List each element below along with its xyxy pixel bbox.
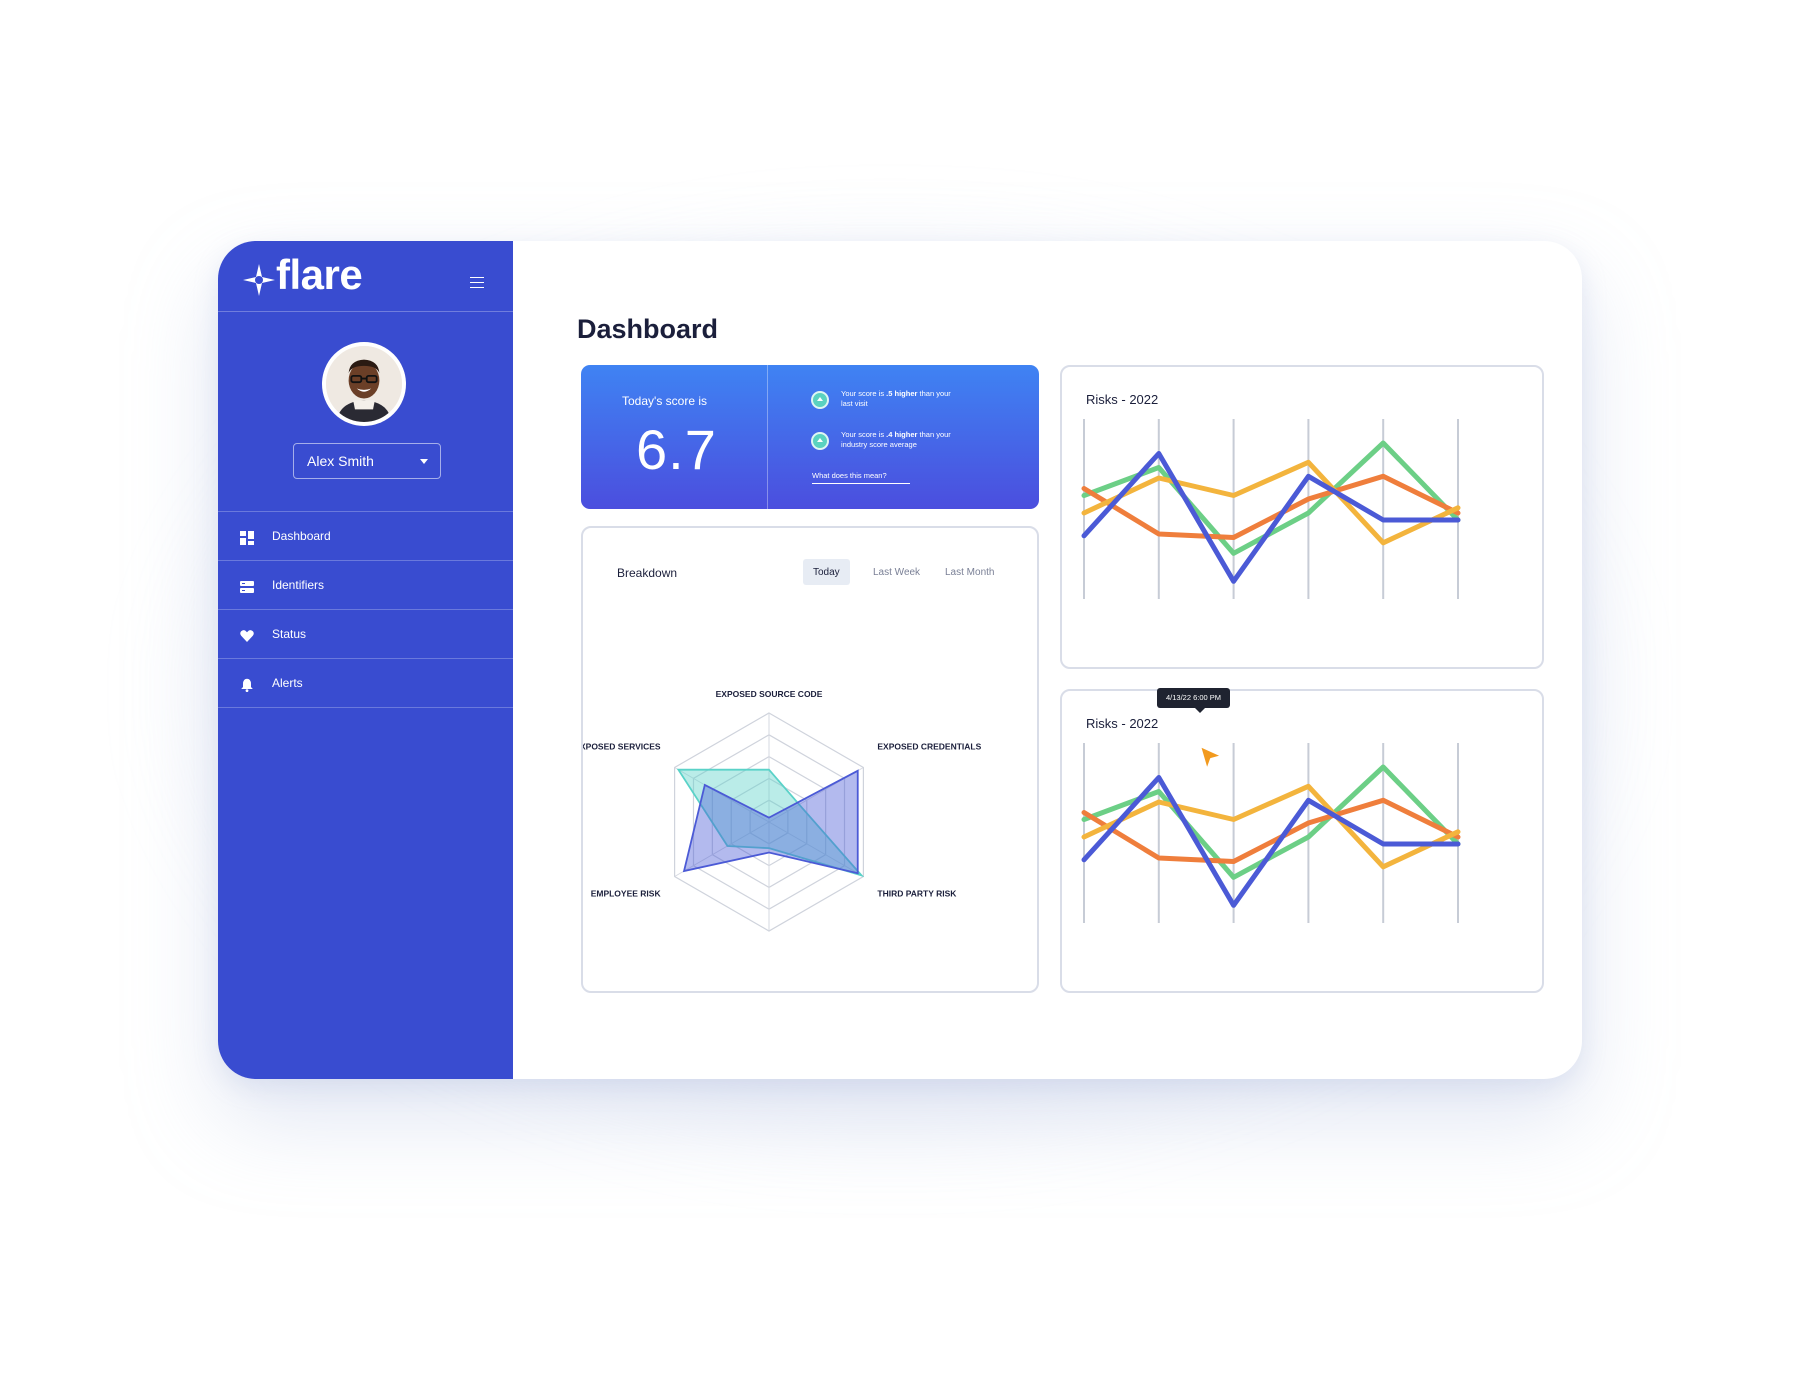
insight-text-bold: .5 higher <box>886 389 918 398</box>
chevron-down-icon <box>420 459 428 464</box>
sidebar-item-status[interactable]: Status <box>218 610 513 659</box>
sidebar-item-label: Status <box>272 627 307 641</box>
insight-text-suffix: than your last visit <box>841 389 951 408</box>
line-series-green <box>1081 440 1461 556</box>
arrow-up-icon <box>811 391 829 409</box>
sidebar-item-label: Alerts <box>272 676 303 690</box>
risks-chart-title: Risks - 2022 <box>1086 392 1159 407</box>
identifiers-icon <box>240 581 254 593</box>
score-label: Today's score is <box>622 394 707 408</box>
sidebar-item-dashboard[interactable]: Dashboard <box>218 512 513 561</box>
radar-axis-label: EXPOSED SOURCE CODE <box>716 689 823 699</box>
radar-axis-label: EXPOSED SERVICES <box>583 742 661 752</box>
sidebar: flare Alex Smith <box>218 241 513 1079</box>
insight-text-suffix: than your industry score average <box>841 430 951 449</box>
score-divider <box>767 365 768 509</box>
cursor-arrow-icon <box>1199 745 1223 771</box>
line-series-orange <box>1081 473 1461 540</box>
insight-text-prefix: Your score is <box>841 389 887 398</box>
hamburger-menu-icon[interactable] <box>470 277 484 288</box>
radar-spoke <box>674 767 770 823</box>
sidebar-item-label: Dashboard <box>272 529 331 543</box>
radar-series-teal <box>676 768 865 878</box>
risks-chart-card: Risks - 2022 4/13/22 6:00 PM <box>1060 688 1544 993</box>
chart-tooltip: 4/13/22 6:00 PM <box>1157 688 1231 713</box>
score-value: 6.7 <box>636 418 717 481</box>
tab-last-week[interactable]: Last Week <box>873 567 921 578</box>
insight-industry-average: Your score is .4 higher than your indust… <box>841 430 951 450</box>
radar-axis-label: THIRD PARTY RISK <box>877 889 957 899</box>
avatar[interactable] <box>322 342 406 426</box>
dashboard-icon <box>240 531 254 545</box>
tab-last-month[interactable]: Last Month <box>945 567 995 578</box>
radar-spoke <box>768 821 864 877</box>
main-content: Dashboard Today's score is 6.7 Your scor… <box>513 241 1582 1079</box>
score-help-link[interactable]: What does this mean? <box>812 471 910 484</box>
flare-logo-icon <box>243 264 275 296</box>
sidebar-item-alerts[interactable]: Alerts <box>218 659 513 708</box>
line-series-orange <box>1081 797 1461 864</box>
sidebar-item-label: Identifiers <box>272 578 325 592</box>
radar-axis-label: EMPLOYEE RISK <box>591 889 662 899</box>
heart-icon <box>240 630 254 642</box>
breakdown-title: Breakdown <box>617 566 678 580</box>
risks-chart-card: Risks - 2022 <box>1060 365 1544 669</box>
brand-header: flare <box>218 241 513 312</box>
insight-last-visit: Your score is .5 higher than your last v… <box>841 389 951 409</box>
insight-text-bold: .4 higher <box>886 430 918 439</box>
tab-today[interactable]: Today <box>803 559 850 585</box>
sidebar-item-identifiers[interactable]: Identifiers <box>218 561 513 610</box>
avatar-portrait-icon <box>326 346 402 422</box>
brand-name: flare <box>276 251 363 298</box>
user-dropdown[interactable]: Alex Smith <box>293 443 441 479</box>
risks-line-chart <box>1081 743 1461 923</box>
breakdown-radar-chart: EXPOSED SOURCE CODE EXPOSED CREDENTIALS TH… <box>583 689 982 932</box>
radar-spoke <box>674 821 770 877</box>
line-series-green <box>1081 764 1461 880</box>
radar-series-blue <box>682 769 859 875</box>
line-series-yellow <box>1081 783 1461 870</box>
radar-axis-label: EXPOSED CREDENTIALS <box>877 742 981 752</box>
breakdown-card: Breakdown Today Last Week Last Month EXP… <box>581 526 1039 993</box>
score-card: Today's score is 6.7 Your score is .5 hi… <box>581 365 1039 509</box>
app-window: flare Alex Smith <box>218 241 1582 1079</box>
risks-chart-title: Risks - 2022 <box>1086 716 1159 731</box>
risks-line-chart <box>1081 419 1461 599</box>
line-series-blue <box>1081 775 1461 908</box>
page-title: Dashboard <box>577 314 719 344</box>
user-name: Alex Smith <box>307 453 374 469</box>
insight-text-prefix: Your score is <box>841 430 887 439</box>
sidebar-nav: Dashboard Identifiers Status <box>218 511 513 708</box>
line-series-blue <box>1081 451 1461 584</box>
bell-icon <box>241 678 253 692</box>
line-series-yellow <box>1081 459 1461 546</box>
arrow-up-icon <box>811 432 829 450</box>
